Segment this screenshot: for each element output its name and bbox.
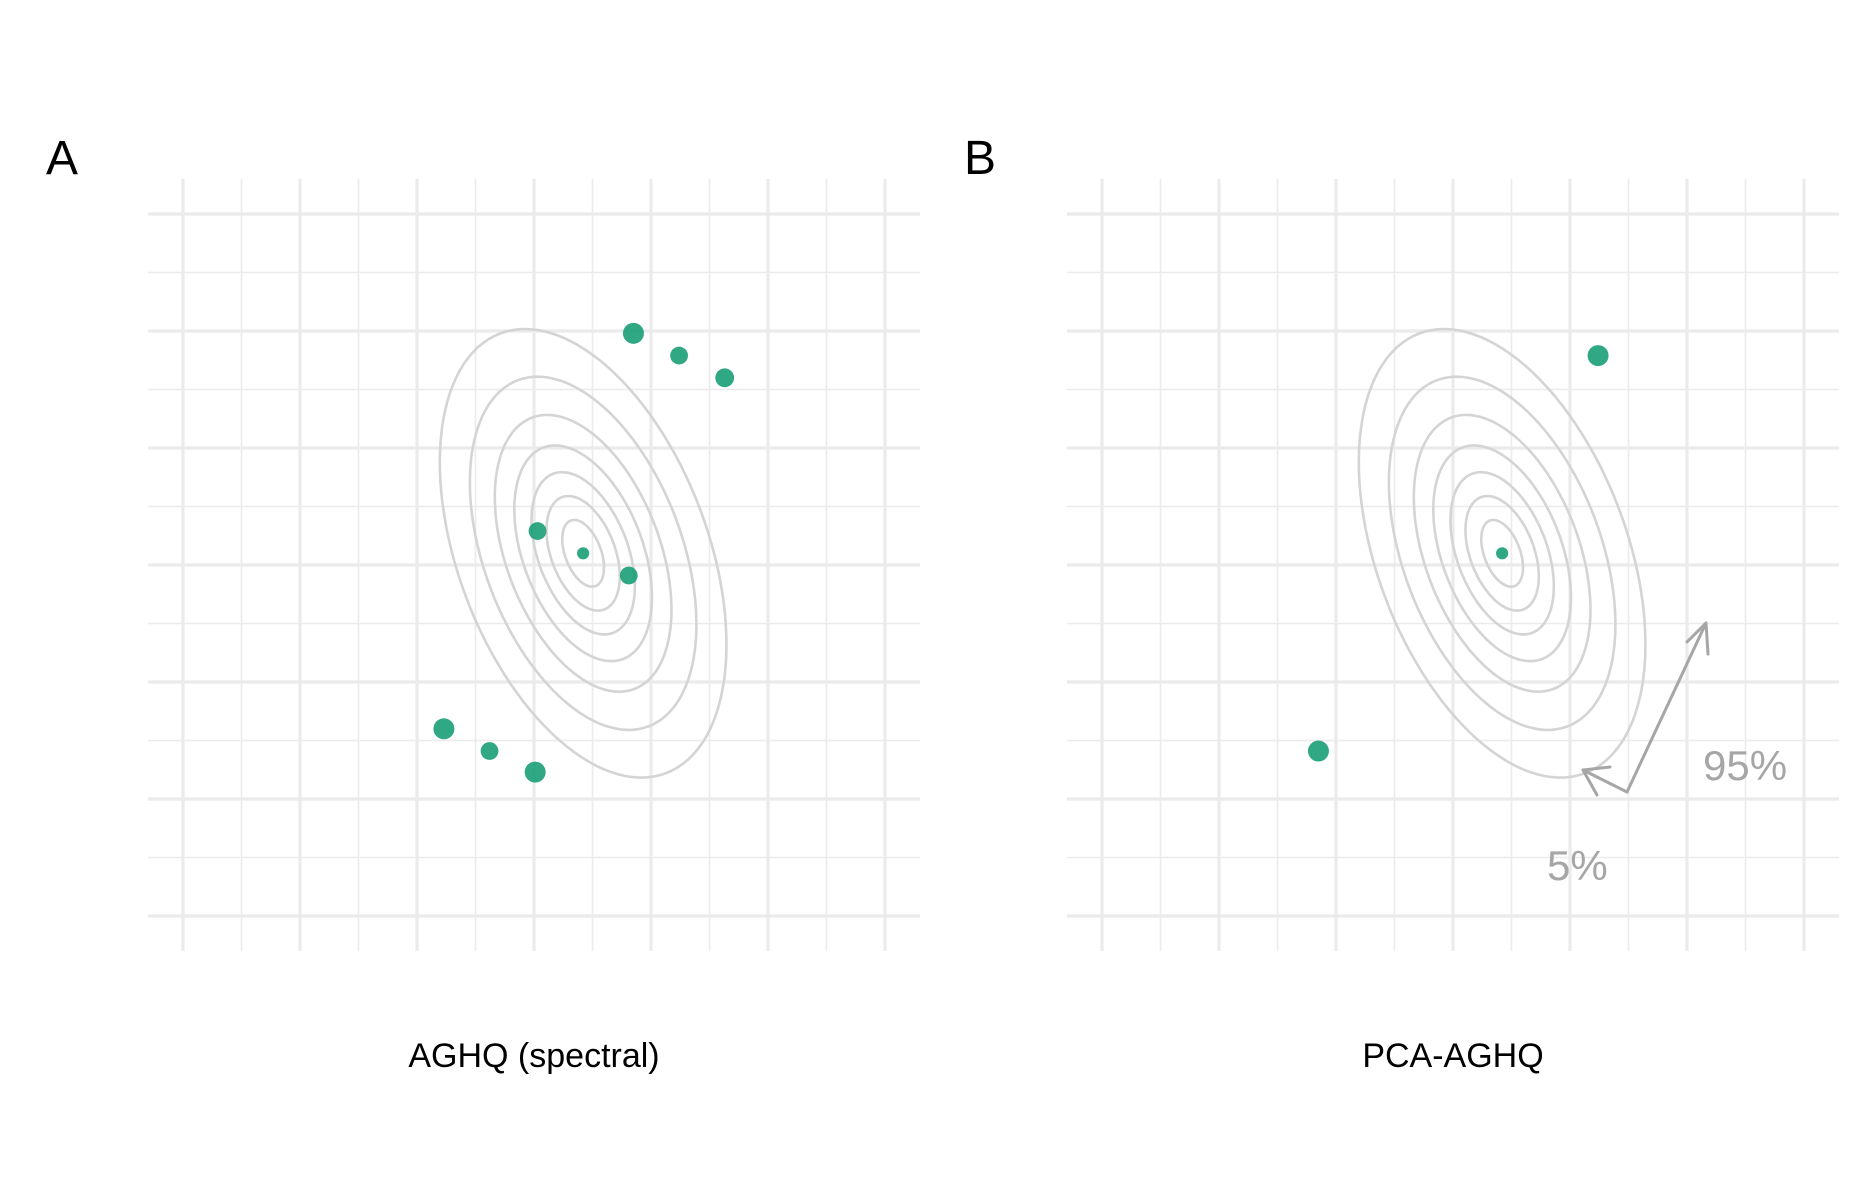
panel-a-contour-line xyxy=(438,327,728,779)
panel-a-quadrature-point xyxy=(715,368,735,388)
panel-b-quadrature-point xyxy=(1496,547,1509,560)
panel-b-contours xyxy=(1357,327,1647,779)
panel-a-contour-line xyxy=(493,413,673,694)
panel-a-contour-line xyxy=(530,470,637,636)
arrow-5-shaft xyxy=(1581,768,1629,794)
panel-a-quadrature-point xyxy=(670,346,688,365)
panel-b-quadrature-point xyxy=(1587,345,1609,367)
panel-a-quadrature-point xyxy=(577,547,590,560)
panel-b: 95% 5% B PCA-AGHQ xyxy=(964,132,1840,1075)
panel-b-contour-line xyxy=(1431,444,1573,663)
panel-a-quadrature-point xyxy=(524,761,546,783)
panel-b-contour-line xyxy=(1412,413,1592,694)
panel-b-contour-line xyxy=(1464,494,1541,612)
panel-a-contour-line xyxy=(468,375,698,732)
panel-b-contour-line xyxy=(1387,375,1617,732)
panel-a-points xyxy=(433,322,735,783)
panel-a-quadrature-point xyxy=(622,322,644,344)
arrow-95-head xyxy=(1685,621,1710,656)
panel-a-grid xyxy=(147,178,921,952)
arrow-5-head xyxy=(1581,765,1612,797)
annotation-95-percent: 95% xyxy=(1703,742,1787,789)
panel-a-quadrature-point xyxy=(433,718,455,740)
panel-a-contour-line xyxy=(512,444,654,663)
panel-a-quadrature-point xyxy=(619,566,638,585)
panel-a-quadrature-point xyxy=(528,522,547,540)
panel-a-contour-line xyxy=(545,494,622,612)
pca-direction-arrows xyxy=(1581,621,1710,797)
annotation-5-percent: 5% xyxy=(1547,842,1608,889)
panel-a-contours xyxy=(438,327,728,779)
panel-b-quadrature-point xyxy=(1307,740,1329,762)
panel-b-grid xyxy=(1066,178,1840,952)
panel-b-contour-line xyxy=(1449,470,1556,636)
panel-b-x-axis-title: PCA-AGHQ xyxy=(1362,1037,1543,1075)
panel-a: A AGHQ (spectral) xyxy=(46,132,921,1075)
panel-a-x-axis-title: AGHQ (spectral) xyxy=(408,1037,659,1075)
panel-b-contour-line xyxy=(1357,327,1647,779)
arrow-95-shaft xyxy=(1625,621,1708,794)
panel-b-label: B xyxy=(964,132,996,185)
panel-a-contour-line xyxy=(561,518,606,589)
panel-b-points xyxy=(1307,345,1609,762)
panel-a-quadrature-point xyxy=(480,742,499,760)
panel-a-label: A xyxy=(46,132,78,185)
panel-b-contour-line xyxy=(1480,518,1525,589)
